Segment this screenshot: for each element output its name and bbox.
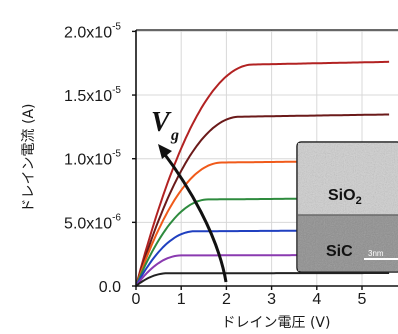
tem-inset: SiO2 SiC 3nm <box>296 141 398 273</box>
series-line-7 <box>136 272 390 286</box>
inset-oxide-label: SiO2 <box>328 187 362 207</box>
vg-arrow <box>161 151 228 283</box>
vg-arrowhead <box>158 144 172 159</box>
vg-subscript: g <box>170 127 179 144</box>
y-tick-label-4: 2.0x10-5 <box>64 21 121 41</box>
inset-scale-label: 3nm <box>368 249 384 258</box>
x-tick-label-1: 1 <box>177 291 186 308</box>
y-tick-label-0: 0.0 <box>99 279 121 296</box>
vg-annotation: V g <box>151 107 228 283</box>
x-tick-label-2: 2 <box>222 291 231 308</box>
ticks: 0 1 2 3 4 5 0.0 5.0x10-6 1.0x10-5 1.5x10-5 2.0x10-… <box>64 21 367 308</box>
x-tick-label-5: 5 <box>358 291 367 308</box>
series-line-1 <box>136 60 390 286</box>
y-tick-label-2: 1.0x10-5 <box>64 149 121 169</box>
x-axis-title: ドレイン電圧 (V) <box>222 315 331 331</box>
y-tick-label-1: 5.0x10-6 <box>64 212 121 232</box>
series-line-2 <box>136 113 390 286</box>
y-axis-title: ドレイン電流 (A) <box>21 104 37 213</box>
x-tick-label-4: 4 <box>312 291 321 308</box>
x-tick-label-0: 0 <box>132 291 141 308</box>
x-tick-label-3: 3 <box>267 291 276 308</box>
y-tick-label-3: 1.5x10-5 <box>64 85 121 105</box>
vg-label: V <box>151 107 172 138</box>
inset-substrate-label: SiC <box>326 243 353 260</box>
